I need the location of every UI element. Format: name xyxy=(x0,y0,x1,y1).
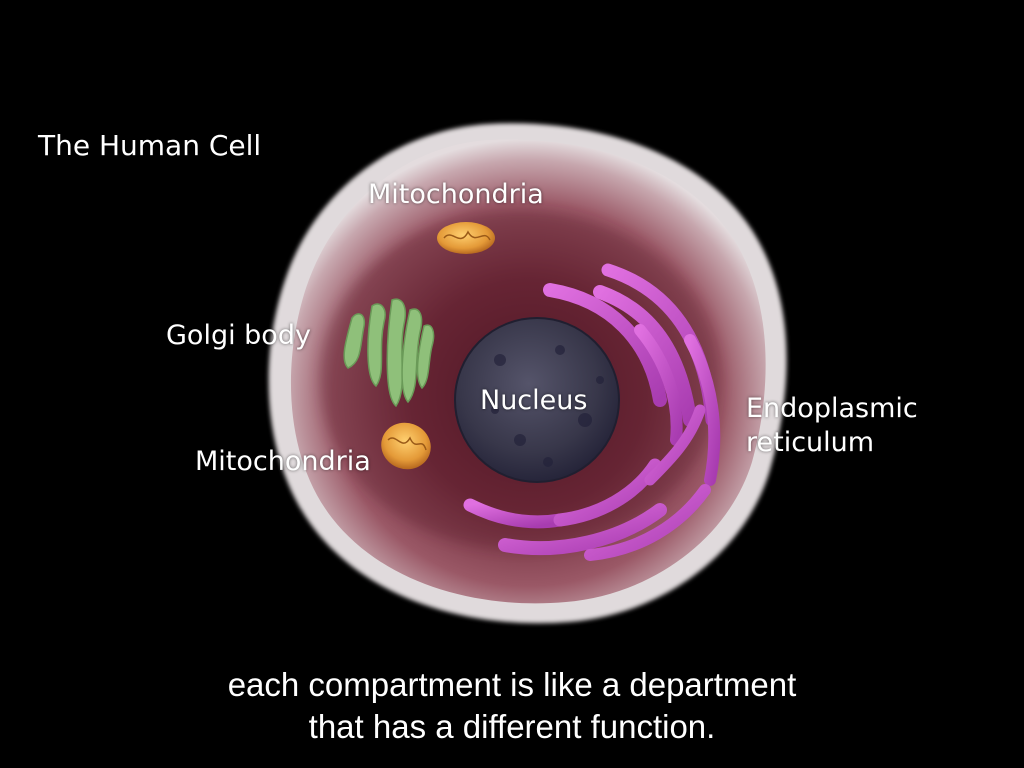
label-golgi-body: Golgi body xyxy=(166,320,311,351)
label-nucleus: Nucleus xyxy=(480,385,588,416)
label-er-line2: reticulum xyxy=(746,426,875,458)
caption-line1: each compartment is like a department xyxy=(227,666,797,703)
caption-line2: that has a different function. xyxy=(308,708,716,745)
endoplasmic-reticulum xyxy=(463,263,721,561)
golgi-body xyxy=(343,298,435,408)
label-mitochondria-bottom: Mitochondria xyxy=(195,446,371,477)
mitochondrion-top xyxy=(437,222,495,254)
label-mitochondria-top: Mitochondria xyxy=(368,179,544,210)
label-endoplasmic-reticulum: Endoplasmic reticulum xyxy=(746,392,918,460)
video-title: The Human Cell xyxy=(38,129,262,162)
mitochondrion-bottom xyxy=(381,422,431,470)
caption-subtitle: each compartment is like a department th… xyxy=(0,664,1024,748)
nucleus xyxy=(454,317,620,483)
label-er-line1: Endoplasmic xyxy=(746,393,918,424)
